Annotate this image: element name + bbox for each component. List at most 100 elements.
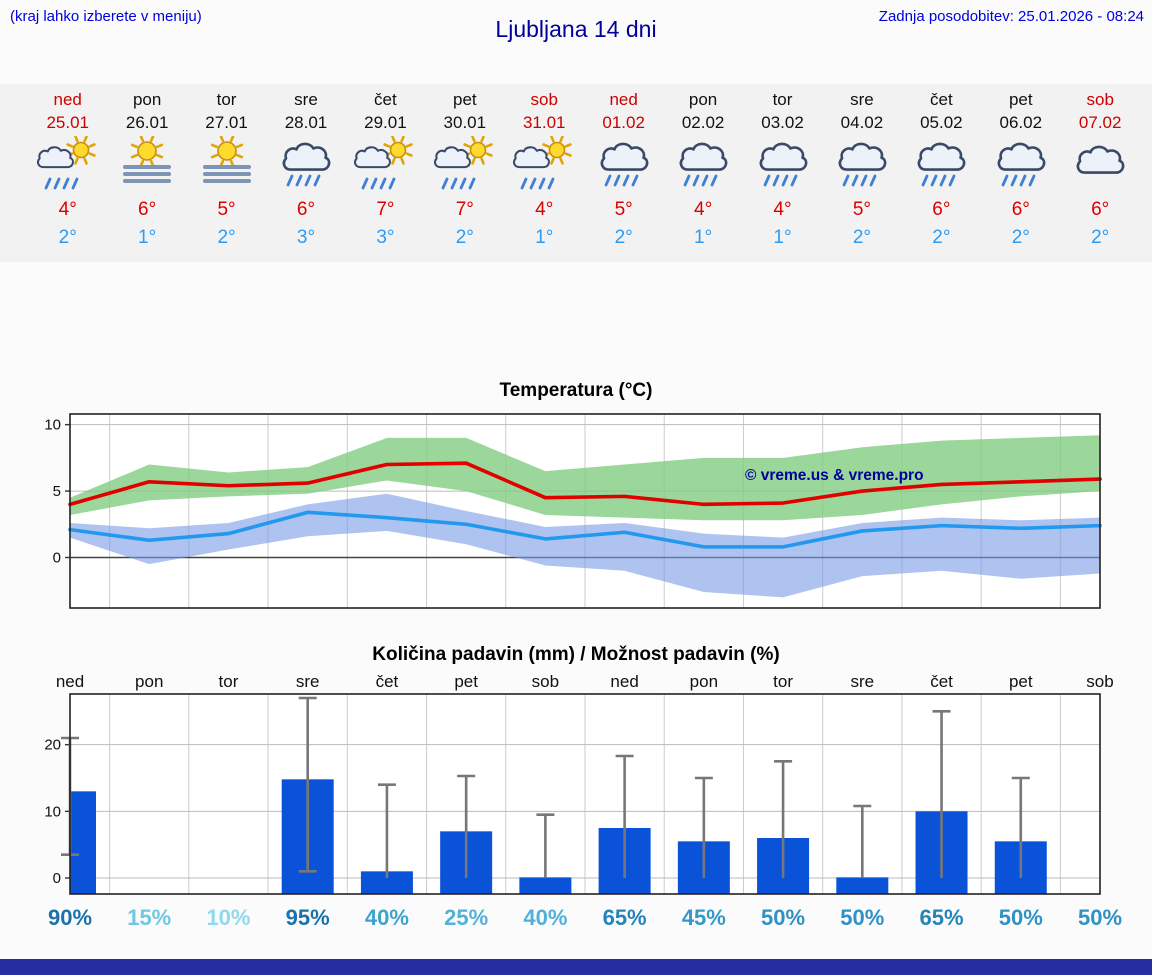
precip-probability: 90% — [48, 905, 92, 930]
precip-probability: 10% — [206, 905, 250, 930]
day-date: 27.01 — [205, 113, 248, 132]
forecast-day-05.02[interactable]: čet 05.02 6° 2° — [902, 84, 981, 262]
svg-text:pet: pet — [454, 672, 478, 691]
low-temperature: 2° — [58, 227, 77, 248]
cloud-rain-icon — [282, 142, 331, 187]
precip-probability: 50% — [840, 905, 884, 930]
day-date: 06.02 — [999, 113, 1043, 132]
forecast-day-07.02[interactable]: sob 07.02 6° 2° — [1060, 84, 1139, 262]
low-temperature: 2° — [614, 227, 633, 248]
day-name: tor — [216, 90, 237, 109]
high-temperature: 6° — [1091, 199, 1110, 220]
day-date: 28.01 — [284, 113, 328, 132]
precip-probability: 65% — [603, 905, 647, 930]
forecast-day-27.01[interactable]: tor 27.01 5° 2° — [187, 84, 266, 262]
day-date: 01.02 — [602, 113, 645, 132]
high-temperature: 4° — [773, 199, 792, 220]
watermark: © vreme.us & vreme.pro — [745, 467, 924, 484]
high-temperature: 7° — [455, 199, 474, 220]
forecast-day-01.02[interactable]: ned 01.02 5° 2° — [584, 84, 663, 262]
day-name: ned — [53, 90, 82, 109]
low-temperature: 1° — [138, 227, 157, 248]
low-temperature: 2° — [1091, 227, 1110, 248]
cloud-rain-icon — [838, 142, 887, 187]
forecast-day-04.02[interactable]: sre 04.02 5° 2° — [822, 84, 901, 262]
forecast-day-30.01[interactable]: pet 30.01 7° 2° — [425, 84, 504, 262]
high-temperature: 7° — [376, 199, 395, 220]
forecast-day-25.01[interactable]: ned 25.01 4° 2° — [28, 84, 107, 262]
page-title: Ljubljana 14 dni — [495, 16, 657, 42]
precip-probability: 95% — [286, 905, 330, 930]
svg-text:sre: sre — [850, 672, 874, 691]
high-temperature: 6° — [138, 199, 157, 220]
svg-text:čet: čet — [930, 672, 953, 691]
cloud-rain-icon — [917, 142, 966, 187]
svg-text:5: 5 — [53, 483, 61, 500]
svg-text:sob: sob — [1086, 672, 1113, 691]
day-name: tor — [772, 90, 793, 109]
sun-rain-icon — [354, 135, 414, 190]
high-temperature: 6° — [1011, 199, 1030, 220]
day-name: ned — [609, 90, 638, 109]
low-temperature: 2° — [455, 227, 474, 248]
low-temperature: 3° — [376, 227, 395, 248]
day-date: 26.01 — [125, 113, 169, 132]
low-temperature: 1° — [694, 227, 713, 248]
low-temperature: 1° — [535, 227, 554, 248]
low-temperature: 2° — [852, 227, 872, 248]
day-date: 02.02 — [681, 113, 725, 132]
day-date: 29.01 — [364, 113, 407, 132]
forecast-day-28.01[interactable]: sre 28.01 6° 3° — [266, 84, 345, 262]
svg-text:10: 10 — [44, 803, 61, 820]
forecast-day-06.02[interactable]: pet 06.02 6° 2° — [981, 84, 1060, 262]
day-date: 05.02 — [920, 113, 963, 132]
forecast-day-31.01[interactable]: sob 31.01 4° 1° — [505, 84, 584, 262]
sun-rain-icon — [433, 135, 493, 190]
svg-text:ned: ned — [610, 672, 638, 691]
precip-probability: 50% — [999, 905, 1043, 930]
cloud-rain-icon — [679, 142, 728, 187]
precip-probability: 50% — [761, 905, 805, 930]
sun-rain-icon — [513, 135, 572, 190]
day-date: 04.02 — [840, 113, 884, 132]
cloud-rain-icon — [997, 142, 1046, 187]
day-name: pet — [1008, 90, 1033, 109]
svg-text:0: 0 — [53, 870, 61, 887]
day-name: pon — [132, 90, 162, 109]
last-updated: Zadnja posodobitev: 25.01.2026 - 08:24 — [878, 8, 1144, 25]
day-name: sre — [850, 90, 874, 109]
day-name: sob — [530, 90, 558, 109]
cloud-icon — [1076, 145, 1125, 174]
temperature-chart-title: Temperatura (°C) — [499, 380, 653, 401]
high-temperature: 4° — [694, 199, 713, 220]
high-temperature: 5° — [614, 199, 633, 220]
day-date: 03.02 — [761, 113, 804, 132]
svg-text:pon: pon — [135, 672, 163, 691]
svg-text:sre: sre — [296, 672, 320, 691]
forecast-day-02.02[interactable]: pon 02.02 4° 1° — [663, 84, 742, 262]
forecast-day-26.01[interactable]: pon 26.01 6° 1° — [107, 84, 186, 262]
low-temperature: 1° — [773, 227, 792, 248]
svg-text:tor: tor — [219, 672, 239, 691]
day-name: sre — [294, 90, 318, 109]
day-name: sob — [1086, 90, 1114, 109]
svg-text:pon: pon — [690, 672, 718, 691]
low-temperature: 2° — [932, 227, 951, 248]
forecast-day-03.02[interactable]: tor 03.02 4° 1° — [743, 84, 822, 262]
sun-rain-icon — [36, 135, 96, 190]
low-temperature: 2° — [217, 227, 236, 248]
day-name: pon — [688, 90, 718, 109]
cloud-rain-icon — [759, 142, 807, 187]
precip-probability: 65% — [920, 905, 964, 930]
svg-text:sob: sob — [532, 672, 559, 691]
footer-bar — [0, 959, 1152, 975]
precipitation-chart-title: Količina padavin (mm) / Možnost padavin … — [372, 644, 780, 665]
location-menu-hint: (kraj lahko izberete v meniju) — [10, 8, 202, 25]
day-date: 25.01 — [46, 113, 89, 132]
forecast-day-29.01[interactable]: čet 29.01 7° 3° — [346, 84, 425, 262]
day-name: čet — [374, 90, 397, 109]
precip-probability: 40% — [365, 905, 409, 930]
forecast-strip: ned 25.01 4° 2° pon 26.01 6° 1° tor 27.01 5° 2° sre 2… — [0, 84, 1152, 262]
cloud-rain-icon — [600, 142, 649, 187]
high-temperature: 4° — [58, 199, 77, 220]
